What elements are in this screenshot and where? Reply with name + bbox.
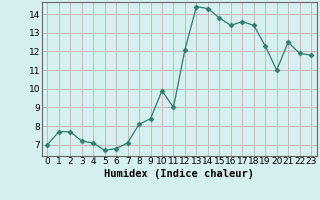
X-axis label: Humidex (Indice chaleur): Humidex (Indice chaleur) xyxy=(104,169,254,179)
